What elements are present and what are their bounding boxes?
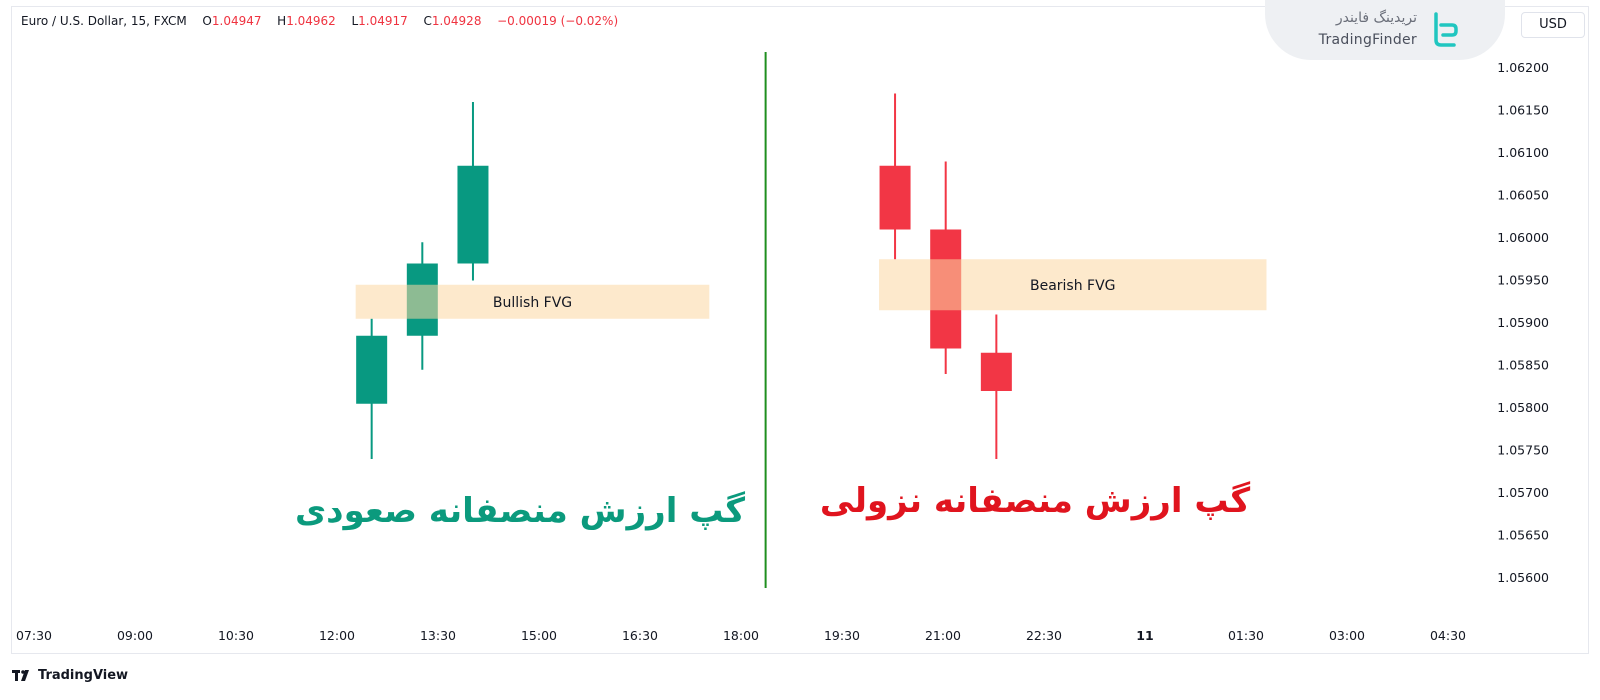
price-tick-label: 1.05900 (1497, 315, 1549, 330)
tradingfinder-logo-icon (1434, 12, 1458, 47)
tradingfinder-watermark: تریدینگ فایندر TradingFinder (1265, 0, 1505, 60)
price-tick-label: 1.05800 (1497, 400, 1549, 415)
bearish-fvg-label: Bearish FVG (1030, 278, 1116, 294)
tradingview-brand[interactable]: TradingView (12, 668, 128, 683)
price-tick-label: 1.06100 (1497, 145, 1549, 160)
ohlc-close-value: 1.04928 (431, 14, 482, 28)
time-tick-label: 01:30 (1228, 628, 1264, 643)
ohlc-low-label: L (351, 14, 359, 28)
price-tick-label: 1.05750 (1497, 443, 1549, 458)
time-tick-label: 22:30 (1026, 628, 1062, 643)
candle-body-bear-1[interactable] (879, 165, 911, 230)
ohlc-open-label: O (202, 14, 212, 28)
bullish-fvg-title: گپ ارزش منصفانه صعودی (295, 491, 745, 531)
time-tick-label: 07:30 (16, 628, 52, 643)
time-tick-label: 21:00 (925, 628, 961, 643)
candle-body-bull-1[interactable] (356, 335, 388, 404)
time-tick-label: 15:00 (521, 628, 557, 643)
chart-frame (11, 6, 1589, 654)
time-tick-label: 12:00 (319, 628, 355, 643)
price-tick-label: 1.05950 (1497, 273, 1549, 288)
price-tick-label: 1.05700 (1497, 485, 1549, 500)
time-tick-label: 09:00 (117, 628, 153, 643)
time-tick-label: 18:00 (723, 628, 759, 643)
time-tick-label: 10:30 (218, 628, 254, 643)
price-tick-label: 1.06150 (1497, 103, 1549, 118)
candle-body-bull-3[interactable] (457, 165, 489, 264)
brand-name: TradingView (38, 668, 129, 683)
price-tick-label: 1.05600 (1497, 570, 1549, 585)
watermark-name-fa: تریدینگ فایندر (1335, 10, 1417, 26)
time-tick-label: 11 (1136, 628, 1153, 643)
ohlc-change-value: −0.00019 (−0.02%) (497, 14, 619, 28)
bearish-fvg-zone[interactable] (879, 259, 1267, 311)
bearish-fvg-title: گپ ارزش منصفانه نزولی (820, 481, 1250, 521)
ohlc-high-label: H (277, 14, 287, 28)
ohlc-close-label: C (423, 14, 432, 28)
time-tick-label: 16:30 (622, 628, 658, 643)
price-tick-label: 1.06000 (1497, 230, 1549, 245)
price-tick-label: 1.05650 (1497, 528, 1549, 543)
symbol-name[interactable]: Euro / U.S. Dollar, 15, FXCM (21, 14, 187, 28)
time-tick-label: 19:30 (824, 628, 860, 643)
time-tick-label: 03:00 (1329, 628, 1365, 643)
price-tick-label: 1.05850 (1497, 358, 1549, 373)
watermark-name-en: TradingFinder (1318, 32, 1417, 48)
tradingview-logo-icon (12, 669, 29, 681)
ohlc-open-value: 1.04947 (211, 14, 262, 28)
ohlc-low-value: 1.04917 (358, 14, 408, 28)
time-tick-label: 13:30 (420, 628, 456, 643)
bullish-fvg-zone[interactable] (355, 284, 710, 319)
ohlc-high-value: 1.04962 (286, 14, 336, 28)
currency-button[interactable]: USD (1521, 12, 1585, 38)
time-tick-label: 04:30 (1430, 628, 1466, 643)
candle-body-bear-3[interactable] (980, 352, 1012, 391)
bullish-fvg-label: Bullish FVG (493, 295, 572, 311)
price-tick-label: 1.06200 (1497, 60, 1549, 75)
price-tick-label: 1.06050 (1497, 188, 1549, 203)
symbol-header: Euro / U.S. Dollar, 15, FXCM O1.04947 H1… (21, 14, 618, 28)
